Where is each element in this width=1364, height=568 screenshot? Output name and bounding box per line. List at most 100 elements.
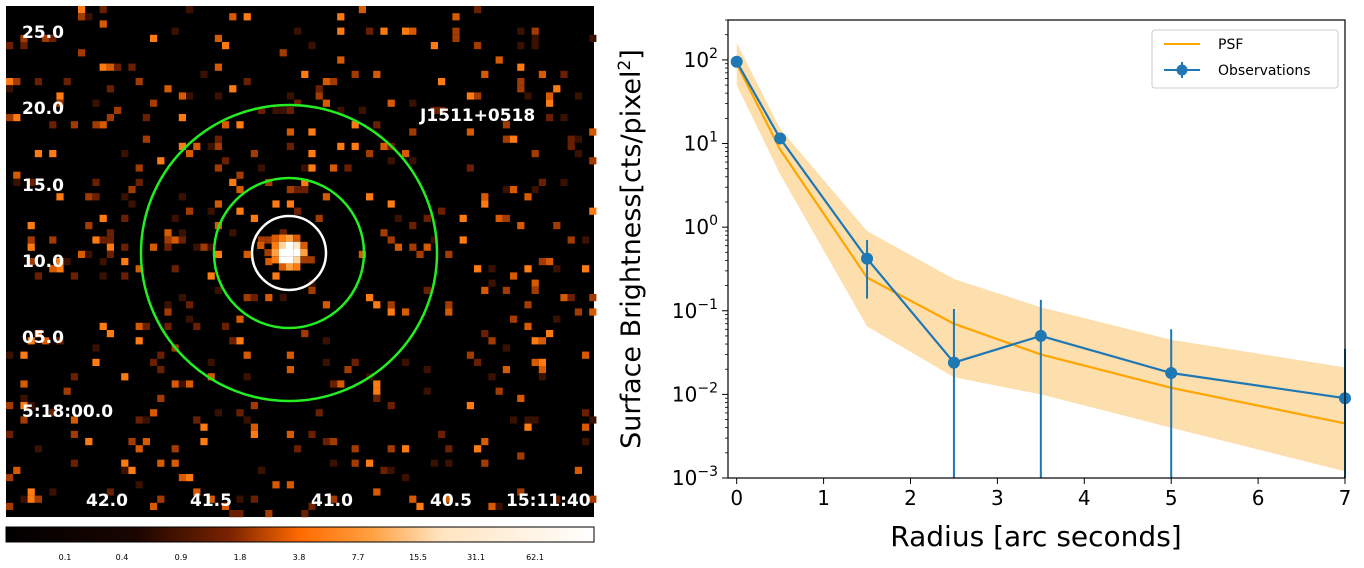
noise-pixel	[560, 70, 568, 78]
noise-pixel	[70, 430, 78, 438]
psf-uncertainty-band	[736, 42, 1345, 472]
noise-pixel	[502, 286, 510, 294]
noise-pixel	[531, 286, 539, 294]
noise-pixel	[315, 409, 323, 417]
noise-pixel	[27, 178, 35, 186]
noise-pixel	[517, 452, 525, 460]
noise-pixel	[178, 142, 186, 150]
noise-pixel	[589, 416, 597, 424]
noise-pixel	[452, 27, 460, 35]
noise-pixel	[250, 430, 258, 438]
noise-pixel	[121, 258, 129, 266]
legend-psf-label: PSF	[1218, 37, 1243, 53]
noise-pixel	[164, 85, 172, 93]
noise-pixel	[380, 466, 388, 474]
plot-frame	[727, 19, 1346, 479]
noise-pixel	[121, 214, 129, 222]
noise-pixel	[121, 373, 129, 381]
noise-pixel	[92, 99, 100, 107]
noise-pixel	[445, 308, 453, 316]
pixel-noise	[6, 6, 597, 518]
noise-pixel	[337, 106, 345, 114]
noise-pixel	[373, 394, 381, 402]
noise-pixel	[351, 142, 359, 150]
noise-pixel	[322, 301, 330, 309]
noise-pixel	[531, 279, 539, 287]
noise-pixel	[214, 63, 222, 71]
noise-pixel	[337, 142, 345, 150]
noise-pixel	[589, 294, 597, 302]
noise-pixel	[380, 142, 388, 150]
noise-pixel	[279, 49, 287, 57]
noise-pixel	[164, 308, 172, 316]
noise-pixel	[214, 250, 222, 258]
noise-pixel	[265, 294, 273, 302]
noise-pixel	[387, 236, 395, 244]
noise-pixel	[106, 114, 114, 122]
y-axis-label: Surface Brightness[cts/pixel2]	[615, 49, 647, 449]
y-axis-ticks: 102 101 100 10−1 10−2 10−3	[672, 19, 728, 490]
noise-pixel	[135, 445, 143, 453]
noise-pixel	[135, 78, 143, 86]
noise-pixel	[70, 373, 78, 381]
noise-pixel	[589, 207, 597, 215]
noise-pixel	[531, 416, 539, 424]
noise-pixel	[279, 106, 287, 114]
noise-pixel	[517, 488, 525, 496]
noise-pixel	[106, 250, 114, 258]
noise-pixel	[106, 85, 114, 93]
noise-pixel	[423, 387, 431, 395]
source-pixel	[300, 249, 308, 257]
noise-pixel	[178, 92, 186, 100]
source-label: J1511+0518	[419, 106, 535, 126]
noise-pixel	[164, 322, 172, 330]
noise-pixel	[582, 423, 590, 431]
colorbar-tick-label: 62.1	[526, 553, 544, 562]
noise-pixel	[366, 193, 374, 201]
noise-pixel	[387, 157, 395, 165]
noise-pixel	[171, 265, 179, 273]
noise-pixel	[466, 402, 474, 410]
noise-pixel	[409, 128, 417, 136]
noise-pixel	[78, 250, 86, 258]
source-pixel	[286, 256, 294, 264]
noise-pixel	[243, 78, 251, 86]
noise-pixel	[178, 294, 186, 302]
noise-pixel	[430, 42, 438, 50]
noise-pixel	[286, 92, 294, 100]
noise-pixel	[114, 63, 122, 71]
noise-pixel	[27, 488, 35, 496]
background-annulus-outer	[139, 103, 439, 403]
source-pixel	[271, 249, 279, 257]
noise-pixel	[258, 164, 266, 172]
source-pixel	[293, 249, 301, 257]
noise-pixel	[322, 193, 330, 201]
noise-pixel	[474, 265, 482, 273]
noise-pixel	[445, 301, 453, 309]
noise-pixel	[128, 63, 136, 71]
noise-pixel	[416, 250, 424, 258]
noise-pixel	[373, 121, 381, 129]
noise-pixel	[279, 294, 287, 302]
noise-pixel	[430, 106, 438, 114]
noise-pixel	[531, 34, 539, 42]
noise-pixel	[78, 13, 86, 21]
noise-pixel	[423, 366, 431, 374]
source-pixel	[257, 241, 265, 249]
noise-pixel	[574, 466, 582, 474]
noise-pixel	[27, 236, 35, 244]
noise-pixel	[330, 380, 338, 388]
noise-pixel	[200, 438, 208, 446]
noise-pixel	[286, 128, 294, 136]
noise-pixel	[250, 423, 258, 431]
noise-pixel	[207, 358, 215, 366]
noise-pixel	[106, 488, 114, 496]
noise-pixel	[265, 236, 273, 244]
source-pixel	[293, 234, 301, 242]
noise-pixel	[524, 416, 532, 424]
noise-pixel	[214, 286, 222, 294]
noise-pixel	[121, 466, 129, 474]
noise-pixel	[272, 106, 280, 114]
noise-pixel	[258, 236, 266, 244]
legend-observations-marker	[1176, 64, 1188, 76]
